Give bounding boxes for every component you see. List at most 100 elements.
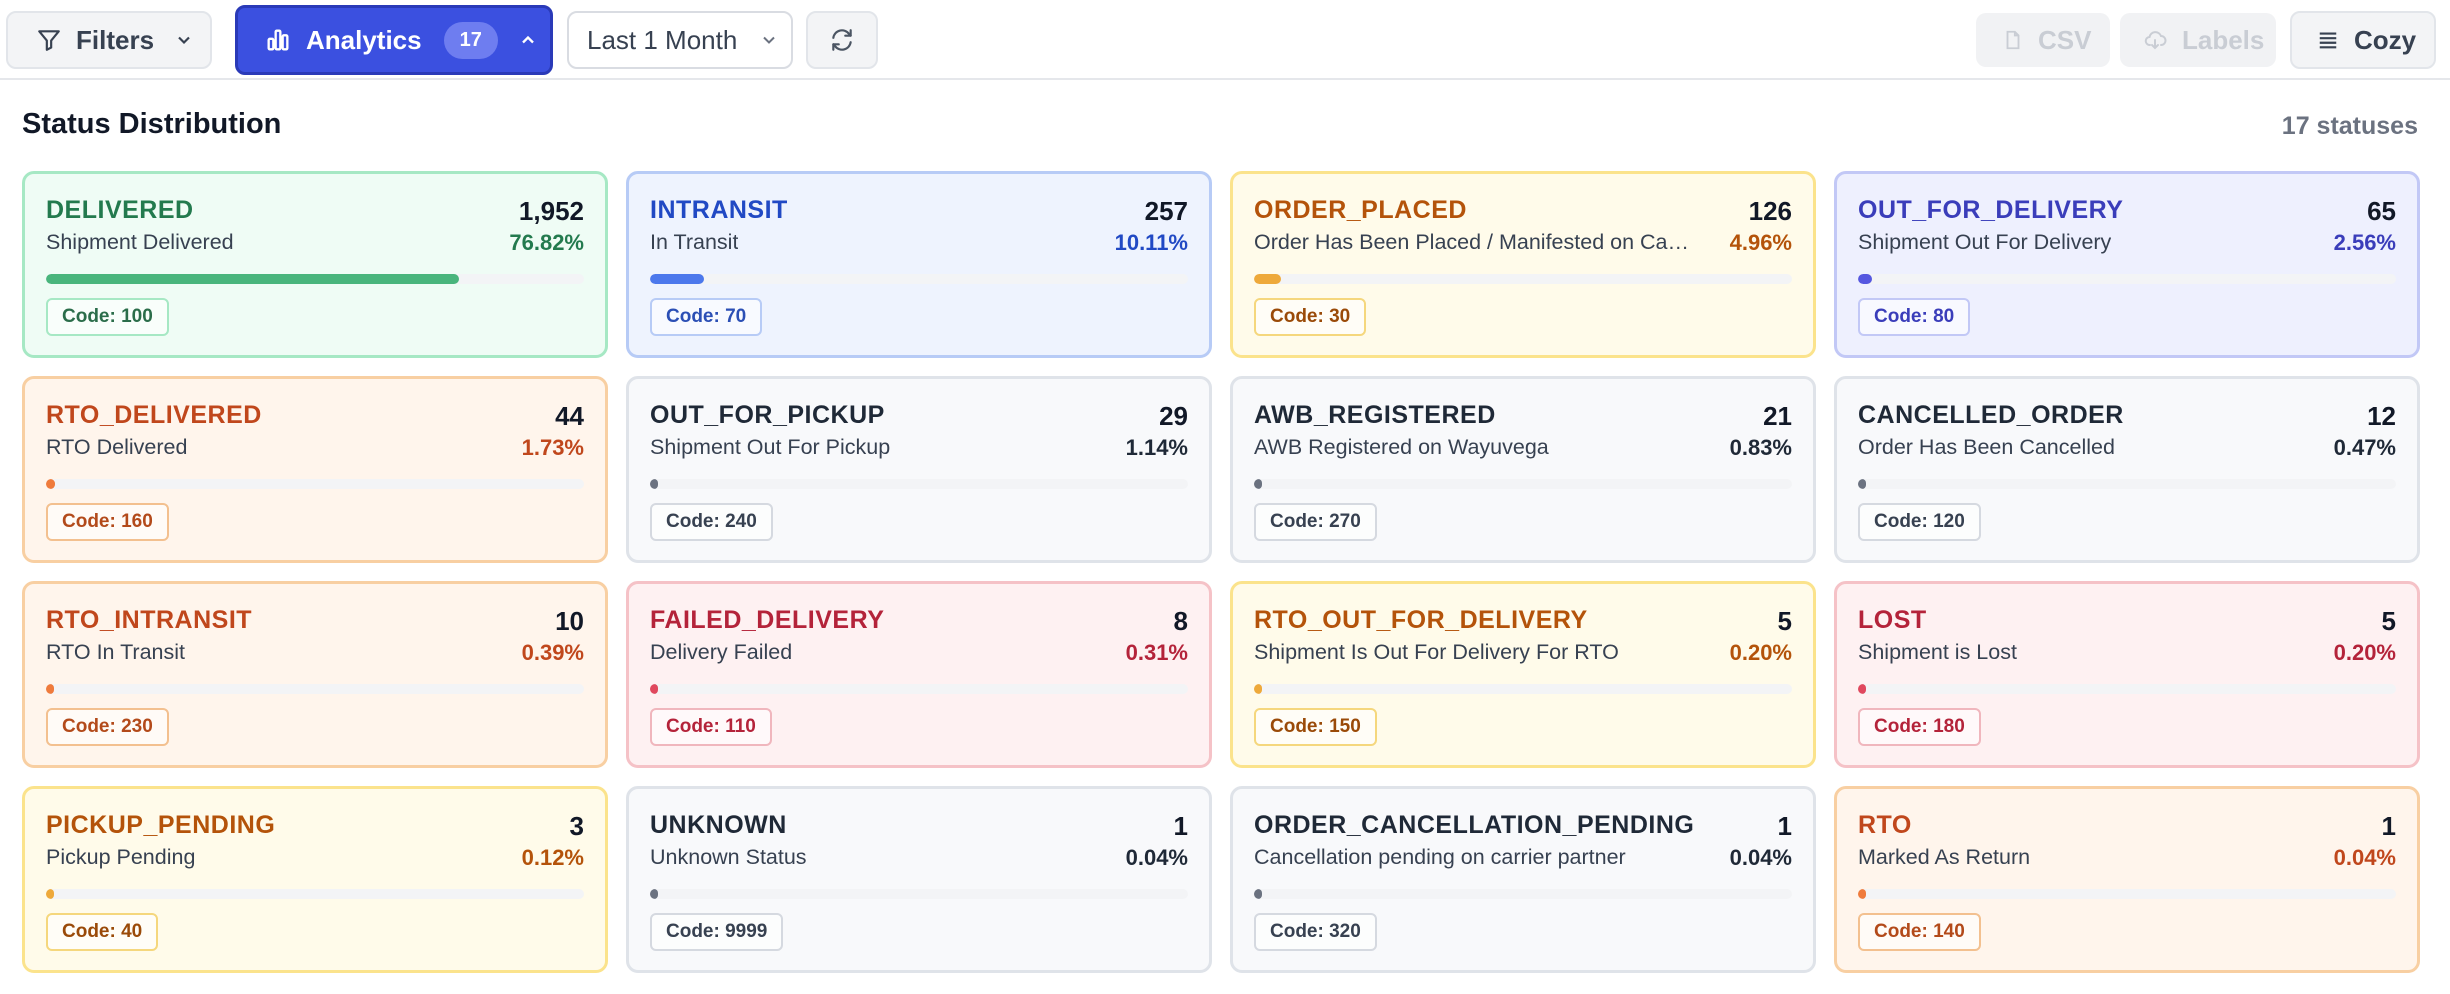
date-range-select[interactable]: Last 1 Month [567, 11, 793, 69]
status-count-value: 10 [555, 606, 584, 636]
status-count-value: 5 [2381, 606, 2396, 636]
status-count-value: 21 [1763, 401, 1792, 431]
status-code-badge: Code: 180 [1858, 708, 1981, 746]
csv-export-button[interactable]: CSV [1976, 13, 2110, 67]
status-count-value: 44 [555, 401, 584, 431]
status-card[interactable]: UNKNOWN Unknown Status 1 0.04% Code: 9999 [626, 786, 1212, 973]
progress-fill [1858, 274, 1872, 284]
status-percentage: 0.04% [2333, 845, 2396, 870]
status-card[interactable]: OUT_FOR_DELIVERY Shipment Out For Deliver… [1834, 171, 2420, 358]
status-code-badge: Code: 40 [46, 913, 159, 951]
progress-track [1254, 889, 1792, 899]
filters-button[interactable]: Filters [6, 11, 212, 69]
status-percentage: 0.31% [1125, 640, 1188, 665]
status-name: LOST [1858, 606, 1927, 634]
status-card[interactable]: RTO_DELIVERED RTO Delivered 44 1.73% Code: 1… [22, 376, 608, 563]
labels-download-button[interactable]: Labels [2120, 13, 2276, 67]
status-percentage: 10.11% [1114, 230, 1188, 255]
progress-fill [1254, 889, 1262, 899]
status-card[interactable]: PICKUP_PENDING Pickup Pending 3 0.12% Code: … [22, 786, 608, 973]
status-count-value: 5 [1777, 606, 1792, 636]
progress-track [1858, 889, 2396, 899]
status-card[interactable]: RTO_INTRANSIT RTO In Transit 10 0.39% Code: … [22, 581, 608, 768]
status-code-badge: Code: 30 [1254, 298, 1367, 336]
status-description: RTO In Transit [46, 640, 186, 664]
status-card[interactable]: LOST Shipment is Lost 5 0.20% Code: 180 [1834, 581, 2420, 768]
filter-icon [36, 27, 62, 53]
status-description: RTO Delivered [46, 435, 188, 459]
date-range-label: Last 1 Month [587, 24, 738, 55]
progress-fill [650, 889, 658, 899]
status-card[interactable]: ORDER_CANCELLATION_PENDING Cancellation p… [1230, 786, 1816, 973]
analytics-label: Analytics [306, 24, 422, 55]
status-name: ORDER_CANCELLATION_PENDING [1254, 811, 1695, 839]
status-name: OUT_FOR_DELIVERY [1858, 196, 2124, 224]
status-name: RTO_OUT_FOR_DELIVERY [1254, 606, 1588, 634]
status-name: RTO_DELIVERED [46, 401, 262, 429]
status-count-value: 3 [569, 811, 584, 841]
cloud-download-icon [2142, 28, 2168, 52]
density-toggle-button[interactable]: Cozy [2290, 11, 2436, 69]
status-description: Order Has Been Placed / Manifested on Ca… [1254, 230, 1694, 254]
status-card[interactable]: RTO Marked As Return 1 0.04% Code: 140 [1834, 786, 2420, 973]
status-code-badge: Code: 160 [46, 503, 169, 541]
progress-fill [1254, 274, 1281, 284]
progress-track [46, 684, 584, 694]
status-card[interactable]: INTRANSIT In Transit 257 10.11% Code: 70 [626, 171, 1212, 358]
analytics-button[interactable]: Analytics 17 [235, 5, 553, 75]
progress-track [1254, 684, 1792, 694]
status-description: Order Has Been Cancelled [1858, 435, 2115, 459]
status-description: Unknown Status [650, 845, 807, 869]
status-percentage: 0.39% [521, 640, 584, 665]
cozy-label: Cozy [2354, 24, 2417, 55]
progress-track [1858, 684, 2396, 694]
refresh-icon [829, 27, 855, 53]
status-code-badge: Code: 100 [46, 298, 169, 336]
status-name: RTO_INTRANSIT [46, 606, 253, 634]
status-code-badge: Code: 140 [1858, 913, 1981, 951]
status-percentage: 0.12% [521, 845, 584, 870]
status-card[interactable]: FAILED_DELIVERY Delivery Failed 8 0.31% Code… [626, 581, 1212, 768]
progress-fill [650, 684, 658, 694]
status-card[interactable]: ORDER_PLACED Order Has Been Placed / Mani… [1230, 171, 1816, 358]
chevron-down-icon [759, 30, 779, 50]
status-code-badge: Code: 320 [1254, 913, 1377, 951]
status-code-badge: Code: 9999 [650, 913, 784, 951]
status-name: PICKUP_PENDING [46, 811, 276, 839]
status-percentage: 0.47% [2333, 435, 2396, 460]
status-description: Marked As Return [1858, 845, 2031, 869]
progress-fill [46, 479, 56, 489]
status-count: 17 statuses [2281, 112, 2418, 140]
status-count-value: 1 [1777, 811, 1792, 841]
chevron-up-icon [518, 30, 538, 50]
status-name: INTRANSIT [650, 196, 788, 224]
progress-fill [1858, 684, 1866, 694]
status-description: Shipment Is Out For Delivery For RTO [1254, 640, 1619, 664]
status-card[interactable]: CANCELLED_ORDER Order Has Been Cancelled 1… [1834, 376, 2420, 563]
status-name: ORDER_PLACED [1254, 196, 1467, 224]
refresh-button[interactable] [806, 11, 878, 69]
bar-chart-icon [264, 26, 292, 54]
status-count-value: 257 [1144, 196, 1188, 226]
status-code-badge: Code: 150 [1254, 708, 1377, 746]
status-count-value: 65 [2367, 196, 2396, 226]
status-card[interactable]: RTO_OUT_FOR_DELIVERY Shipment Is Out For … [1230, 581, 1816, 768]
status-percentage: 0.83% [1729, 435, 1792, 460]
status-description: Shipment Out For Pickup [650, 435, 891, 459]
status-card[interactable]: AWB_REGISTERED AWB Registered on Wayuvega… [1230, 376, 1816, 563]
progress-fill [1254, 479, 1262, 489]
status-card[interactable]: OUT_FOR_PICKUP Shipment Out For Pickup 29 1… [626, 376, 1212, 563]
status-code-badge: Code: 240 [650, 503, 773, 541]
status-percentage: 0.20% [2333, 640, 2396, 665]
status-count-value: 1,952 [518, 196, 584, 226]
progress-track [1254, 479, 1792, 489]
progress-fill [650, 479, 658, 489]
progress-track [650, 684, 1188, 694]
status-card[interactable]: DELIVERED Shipment Delivered 1,952 76.82% Co… [22, 171, 608, 358]
progress-track [46, 479, 584, 489]
status-percentage: 1.14% [1125, 435, 1188, 460]
progress-track [650, 274, 1188, 284]
status-description: Shipment Out For Delivery [1858, 230, 2112, 254]
progress-track [46, 889, 584, 899]
csv-label: CSV [2038, 24, 2092, 55]
